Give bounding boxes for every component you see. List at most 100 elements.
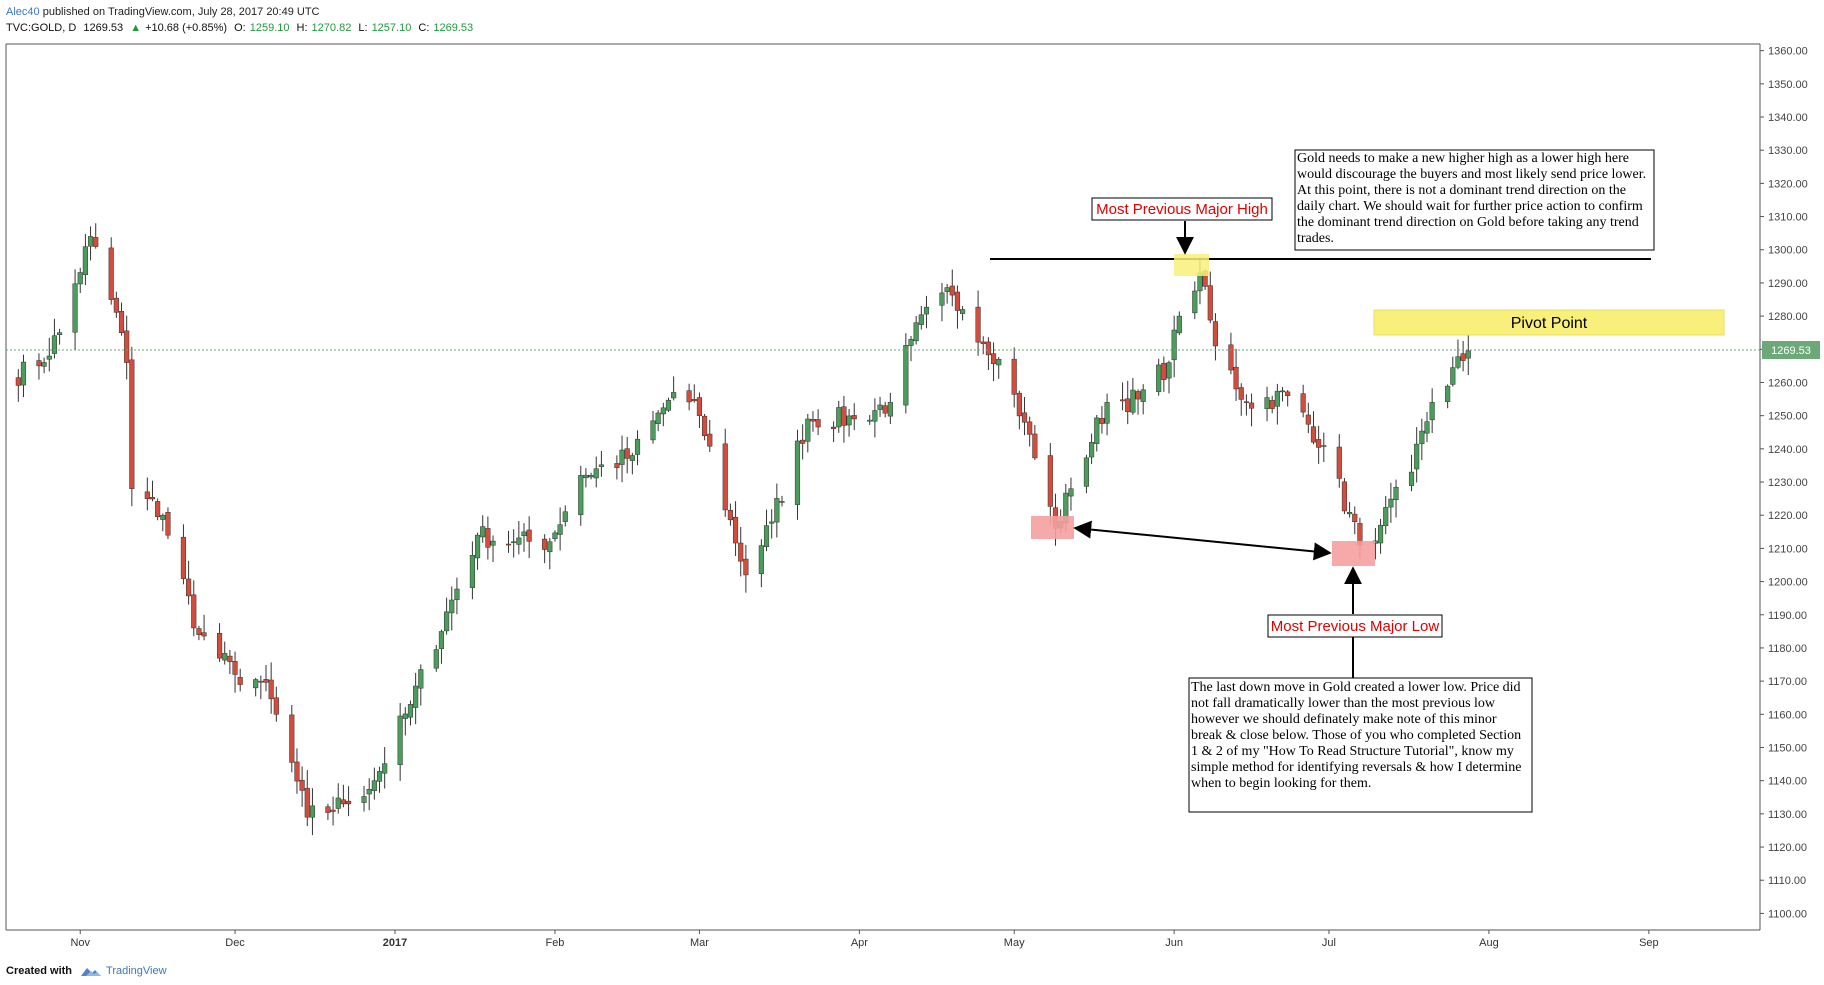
candle-up bbox=[407, 704, 414, 718]
candle-down bbox=[345, 800, 352, 805]
x-tick-label: 2017 bbox=[383, 937, 407, 949]
candle-up bbox=[588, 475, 594, 478]
candle-down bbox=[1279, 390, 1286, 393]
candle-down bbox=[1135, 391, 1141, 400]
major-low-label-box[interactable] bbox=[1267, 614, 1443, 638]
candle-up bbox=[1419, 430, 1425, 444]
y-tick-label: 1360.00 bbox=[1768, 46, 1808, 58]
candle-down bbox=[1248, 402, 1255, 409]
candle-up bbox=[763, 525, 770, 548]
candle-down bbox=[1269, 399, 1275, 409]
candle-up bbox=[72, 283, 78, 333]
y-tick-label: 1150.00 bbox=[1768, 742, 1807, 754]
candle-down bbox=[15, 377, 21, 386]
candle-up bbox=[650, 420, 656, 441]
candle-up bbox=[258, 680, 264, 683]
author-link[interactable]: Alec40 bbox=[6, 6, 40, 18]
candle-up bbox=[671, 392, 677, 399]
y-tick-label: 1130.00 bbox=[1768, 809, 1807, 821]
candle-down bbox=[722, 443, 728, 511]
major-high-zone[interactable] bbox=[1174, 254, 1209, 276]
candle-down bbox=[727, 509, 733, 521]
tradingview-brand[interactable]: TradingView bbox=[106, 965, 167, 977]
candle-up bbox=[867, 419, 873, 422]
candle-up bbox=[1192, 290, 1198, 314]
candle-down bbox=[36, 360, 42, 367]
candle-up bbox=[1450, 367, 1456, 385]
candle-up bbox=[20, 361, 27, 386]
y-tick-label: 1320.00 bbox=[1768, 178, 1808, 190]
footer: Created with TradingView bbox=[6, 962, 167, 980]
candle-down bbox=[108, 247, 114, 300]
candle-down bbox=[165, 511, 171, 536]
candle-up bbox=[433, 649, 439, 669]
candle-up bbox=[903, 345, 909, 406]
major-low-zone-may[interactable] bbox=[1031, 516, 1074, 539]
candle-down bbox=[155, 501, 161, 518]
pivot-zone[interactable] bbox=[1373, 309, 1725, 336]
top-note-text: Gold needs to make a new higher high as … bbox=[1297, 151, 1647, 246]
candle-up bbox=[1094, 417, 1100, 444]
candle-up bbox=[46, 355, 52, 360]
candle-down bbox=[1011, 358, 1017, 395]
y-tick-label: 1210.00 bbox=[1768, 543, 1808, 555]
candle-down bbox=[340, 799, 346, 805]
candle-down bbox=[810, 418, 816, 422]
candle-down bbox=[144, 491, 150, 500]
candle-up bbox=[665, 399, 672, 411]
bottom-note-box[interactable] bbox=[1188, 677, 1533, 813]
triangle-up-icon: ▲ bbox=[130, 22, 142, 34]
major-low-zone-jul[interactable] bbox=[1332, 541, 1375, 566]
candle-up bbox=[578, 475, 584, 516]
symbol-label[interactable]: TVC:GOLD, D bbox=[6, 22, 77, 34]
candle-up bbox=[222, 653, 228, 661]
candle-down bbox=[1207, 285, 1213, 321]
candle-up bbox=[376, 771, 383, 782]
candle-up bbox=[634, 438, 641, 455]
y-tick-label: 1260.00 bbox=[1768, 377, 1808, 389]
candle-down bbox=[815, 419, 821, 428]
candle-down bbox=[330, 809, 336, 812]
candle-up bbox=[371, 780, 377, 792]
current-price-tag bbox=[1762, 341, 1820, 359]
candle-down bbox=[485, 528, 491, 548]
candle-down bbox=[237, 677, 243, 685]
candle-down bbox=[954, 291, 961, 311]
candle-up bbox=[629, 455, 635, 461]
y-tick-label: 1350.00 bbox=[1768, 79, 1808, 91]
top-note-box[interactable] bbox=[1294, 149, 1655, 251]
candle-down bbox=[707, 433, 713, 447]
candle-up bbox=[1264, 397, 1270, 409]
candle-down bbox=[691, 399, 697, 402]
x-tick-label: Feb bbox=[545, 937, 564, 949]
candle-up bbox=[438, 631, 445, 649]
candle-up bbox=[923, 306, 930, 315]
y-tick-label: 1120.00 bbox=[1768, 842, 1807, 854]
candle-up bbox=[836, 407, 842, 428]
candle-up bbox=[335, 797, 341, 809]
y-tick-label: 1160.00 bbox=[1768, 709, 1807, 721]
candle-up bbox=[1465, 350, 1471, 359]
close-value: 1269.53 bbox=[433, 22, 474, 34]
candle-up bbox=[944, 287, 950, 292]
candle-up bbox=[418, 669, 424, 689]
candle-down bbox=[124, 330, 130, 363]
major-high-label-box[interactable] bbox=[1091, 197, 1273, 221]
major-high-label: Most Previous Major High bbox=[1096, 201, 1268, 218]
candle-down bbox=[975, 306, 981, 343]
candle-down bbox=[851, 415, 857, 420]
candle-up bbox=[593, 468, 599, 479]
candle-up bbox=[918, 314, 924, 325]
tradingview-logo-icon[interactable] bbox=[80, 965, 102, 977]
time-axis[interactable]: Nov Dec 2017 Feb Mar Apr May Jun Jul Aug Sep bbox=[70, 930, 1659, 949]
candle-up bbox=[253, 679, 259, 689]
candle-up bbox=[552, 532, 558, 539]
price-axis[interactable]: 1360.00 1350.00 1340.00 1330.00 1320.00 1310.… bbox=[1760, 46, 1808, 921]
open-label: O: bbox=[234, 22, 246, 34]
candle-up bbox=[908, 339, 914, 346]
candle-up bbox=[309, 805, 316, 818]
x-tick-label: May bbox=[1004, 937, 1025, 949]
candle-up bbox=[469, 555, 475, 588]
candle-up bbox=[1414, 443, 1420, 470]
